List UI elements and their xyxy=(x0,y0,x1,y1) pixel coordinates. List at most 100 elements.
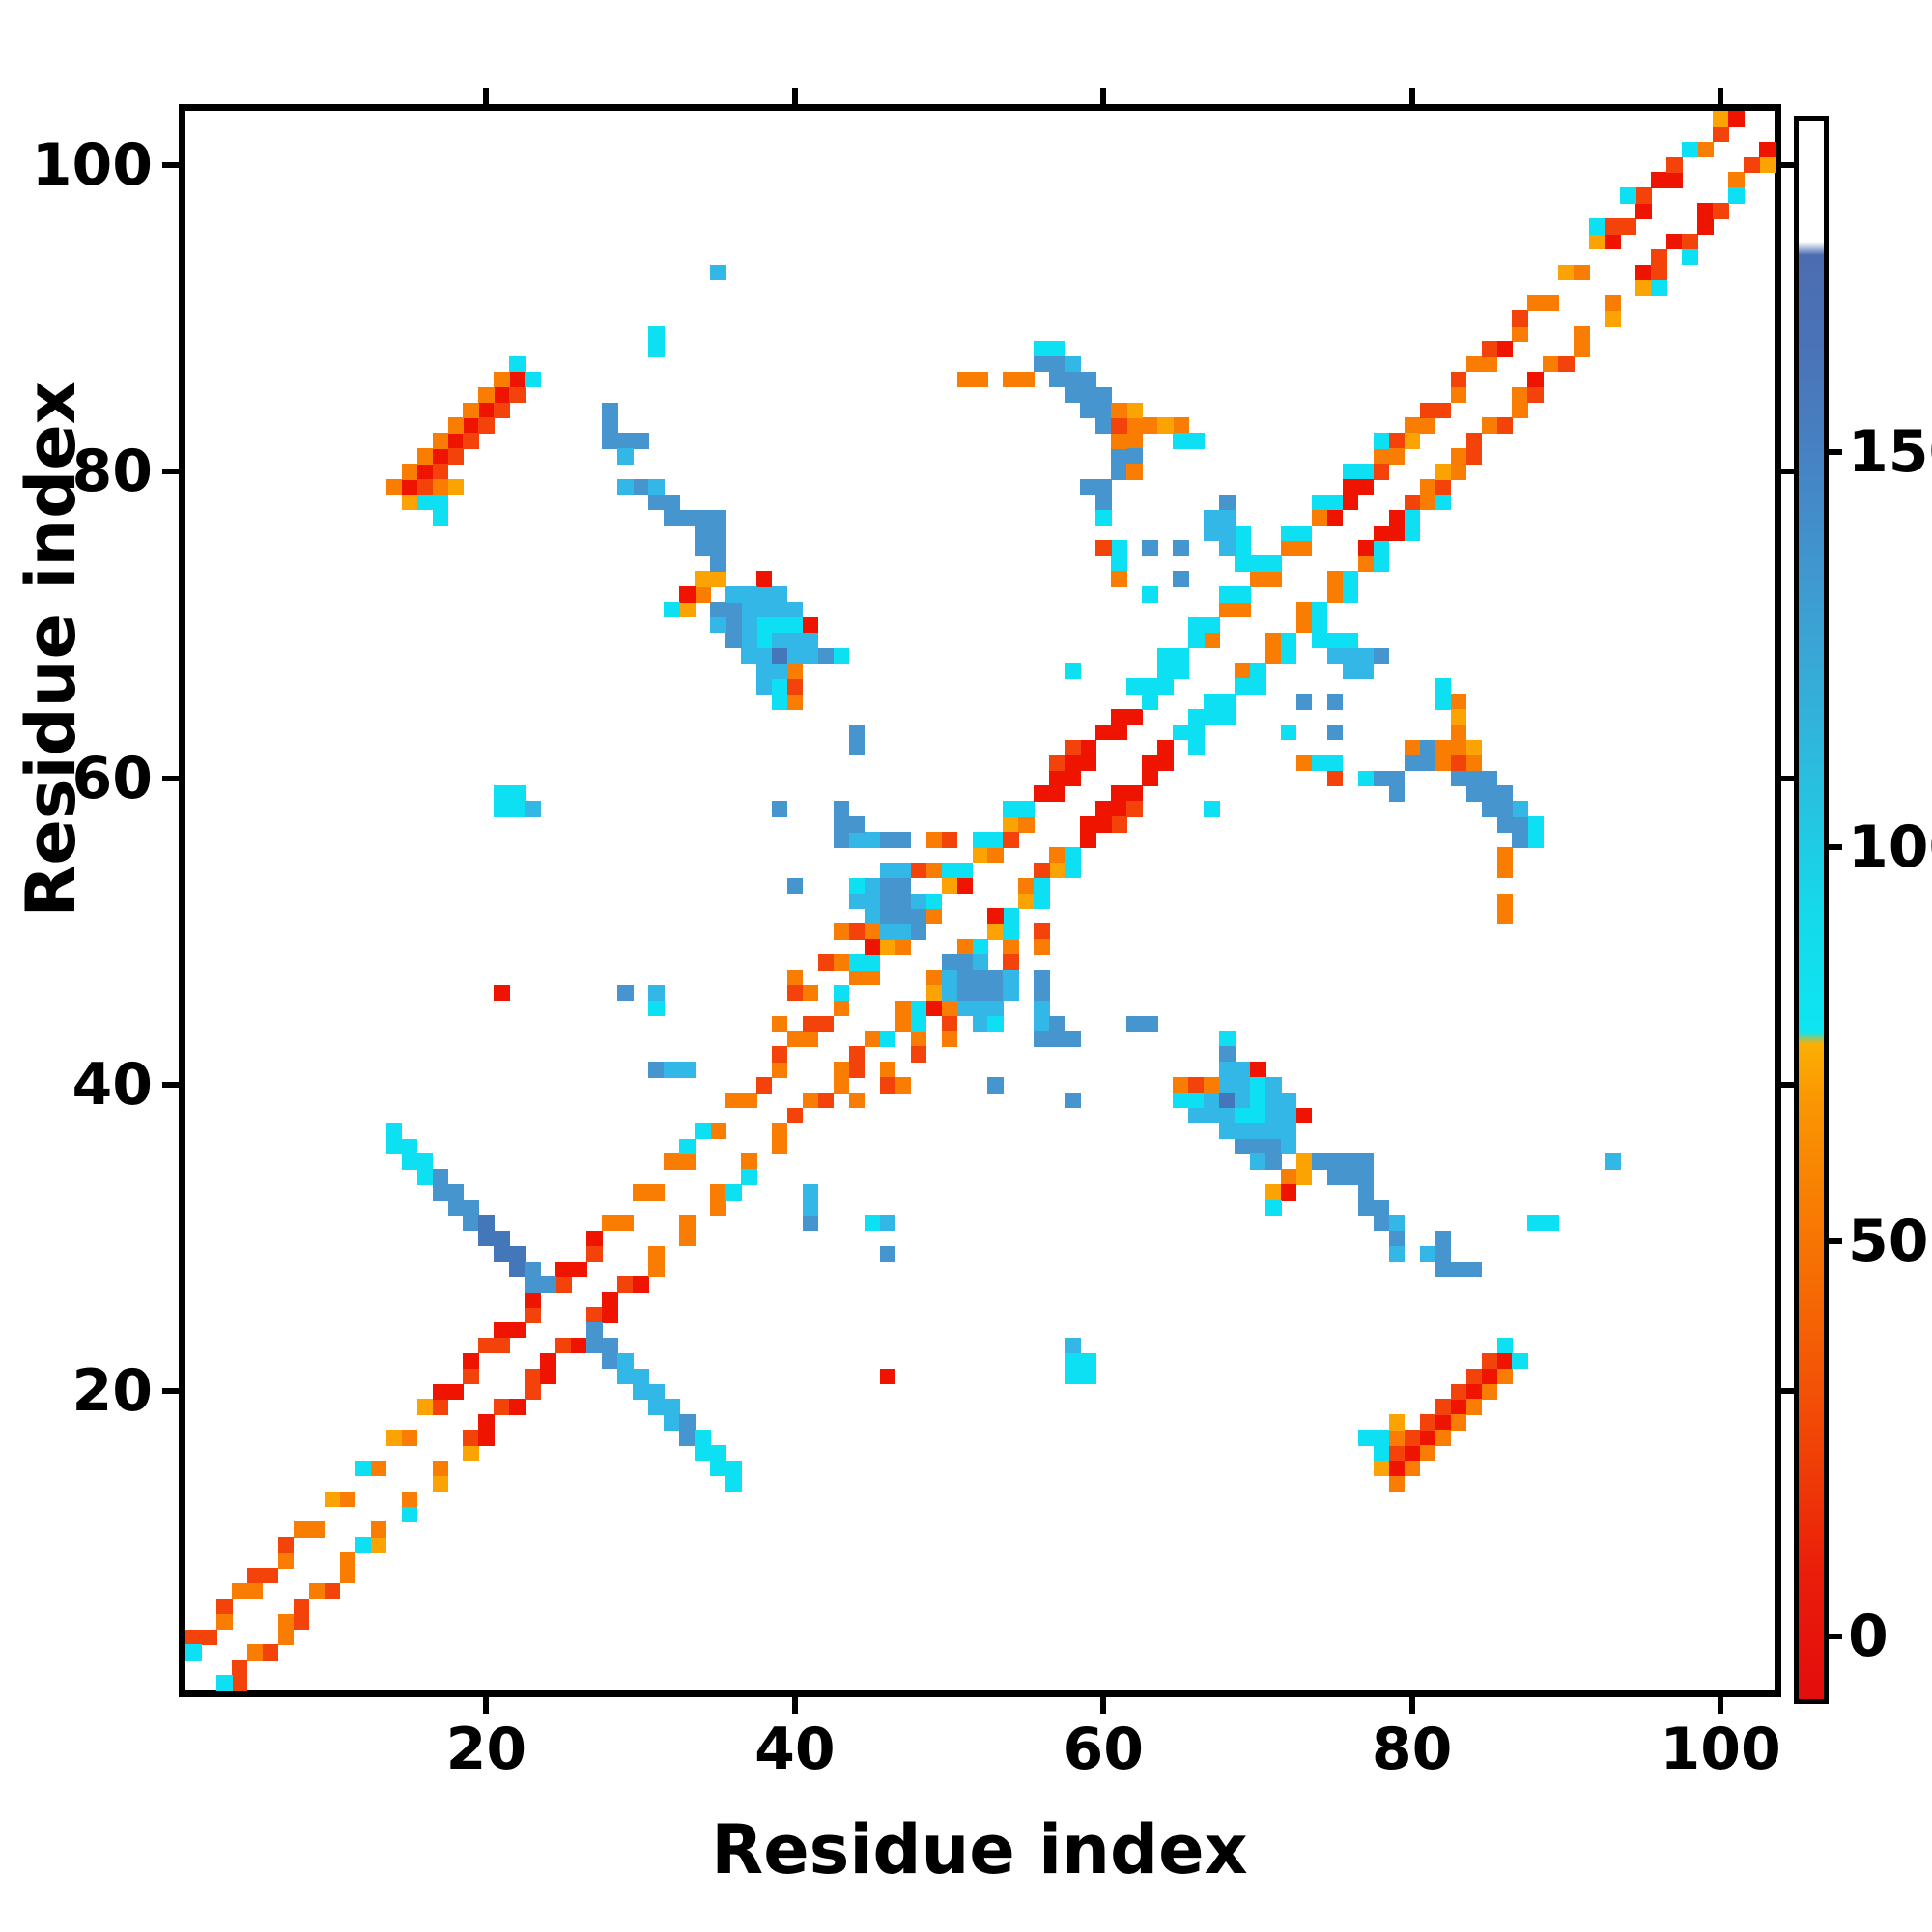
heatmap-cell xyxy=(1311,616,1328,634)
colorbar-tick-label: 0 xyxy=(1848,1602,1889,1670)
heatmap-cell xyxy=(987,1015,1005,1033)
heatmap-cell xyxy=(1264,555,1282,572)
heatmap-cell xyxy=(1605,1153,1621,1170)
heatmap-cell xyxy=(1388,509,1406,526)
heatmap-cell xyxy=(925,908,943,924)
heatmap-cell xyxy=(648,1184,665,1201)
heatmap-cell xyxy=(1481,417,1498,434)
heatmap-cell xyxy=(1496,1368,1514,1385)
heatmap-cell xyxy=(1264,1200,1282,1216)
heatmap-cell xyxy=(1635,187,1652,204)
heatmap-cell xyxy=(1311,509,1328,526)
heatmap-cell xyxy=(1034,969,1050,986)
heatmap-cell xyxy=(447,1200,465,1216)
colorbar-tick xyxy=(1829,843,1842,850)
heatmap-cell xyxy=(755,663,773,679)
heatmap-cell xyxy=(1173,724,1189,741)
heatmap-cell xyxy=(1235,525,1251,542)
heatmap-cell xyxy=(695,1445,711,1462)
heatmap-cell xyxy=(1219,586,1236,603)
heatmap-cell xyxy=(617,478,634,496)
heatmap-cell xyxy=(1342,494,1359,511)
heatmap-cell xyxy=(432,478,449,496)
heatmap-cell xyxy=(1235,540,1251,556)
heatmap-cell xyxy=(1527,386,1545,404)
heatmap-cell xyxy=(786,632,804,649)
heatmap-cell xyxy=(710,1445,726,1462)
heatmap-cell xyxy=(1157,754,1174,772)
heatmap-cell xyxy=(1111,801,1127,817)
heatmap-cell xyxy=(740,1153,757,1170)
heatmap-cell xyxy=(1373,1445,1390,1462)
heatmap-cell xyxy=(586,1230,603,1247)
heatmap-cell xyxy=(602,1292,618,1308)
heatmap-cell xyxy=(1249,1138,1266,1154)
heatmap-cell xyxy=(586,1307,603,1323)
axis-tick xyxy=(483,1697,490,1714)
heatmap-cell xyxy=(633,1184,649,1201)
heatmap-cell xyxy=(879,862,896,879)
heatmap-cell xyxy=(494,1245,510,1263)
heatmap-cell xyxy=(1235,601,1251,618)
heatmap-cell xyxy=(185,1629,202,1645)
heatmap-cell xyxy=(879,939,896,955)
heatmap-cell xyxy=(1249,1092,1266,1109)
heatmap-cell xyxy=(525,1276,541,1293)
heatmap-cell xyxy=(710,509,726,526)
heatmap-cell xyxy=(633,433,649,449)
axis-tick xyxy=(1781,161,1798,168)
heatmap-cell xyxy=(1311,1153,1328,1170)
heatmap-cell xyxy=(1435,739,1452,756)
heatmap-cell xyxy=(710,540,726,556)
heatmap-cell xyxy=(1512,326,1529,342)
heatmap-cell xyxy=(710,555,726,572)
heatmap-cell xyxy=(463,402,480,419)
heatmap-cell xyxy=(848,832,866,848)
heatmap-cell xyxy=(941,877,958,895)
heatmap-cell xyxy=(1126,678,1143,695)
heatmap-cell xyxy=(833,647,850,665)
heatmap-cell xyxy=(1496,908,1514,924)
heatmap-cell xyxy=(879,908,896,924)
axis-tick xyxy=(1781,775,1798,781)
heatmap-cell xyxy=(1635,203,1652,219)
heatmap-cell xyxy=(1295,754,1313,772)
heatmap-cell xyxy=(1235,1138,1251,1154)
heatmap-cell xyxy=(833,801,850,817)
heatmap-cell xyxy=(401,464,418,480)
heatmap-cell xyxy=(602,1352,618,1370)
heatmap-cell xyxy=(740,616,757,634)
heatmap-cell xyxy=(1126,709,1143,725)
heatmap-cell xyxy=(1728,111,1745,128)
heatmap-cell xyxy=(771,1046,788,1063)
heatmap-cell xyxy=(1759,141,1776,158)
heatmap-cell xyxy=(1682,248,1698,266)
heatmap-cell xyxy=(1481,785,1498,802)
heatmap-cell xyxy=(1373,555,1390,572)
heatmap-cell xyxy=(1219,1046,1236,1063)
heatmap-cell xyxy=(1204,525,1220,542)
heatmap-cell xyxy=(1697,203,1714,219)
heatmap-cell xyxy=(1728,187,1745,204)
heatmap-cell xyxy=(879,893,896,910)
heatmap-cell xyxy=(370,1460,387,1477)
heatmap-cell xyxy=(432,1169,449,1185)
heatmap-cell xyxy=(1373,448,1390,465)
heatmap-cell xyxy=(277,1613,295,1631)
heatmap-cell xyxy=(648,1245,665,1263)
heatmap-cell xyxy=(1280,724,1297,741)
heatmap-cell xyxy=(262,1644,279,1661)
heatmap-cell xyxy=(509,1245,526,1263)
heatmap-cell xyxy=(1188,616,1205,634)
heatmap-cell xyxy=(1188,632,1205,649)
heatmap-cell xyxy=(1003,816,1020,833)
heatmap-cell xyxy=(1373,1214,1390,1232)
heatmap-cell xyxy=(1496,341,1514,357)
heatmap-cell xyxy=(1173,1077,1189,1094)
heatmap-cell xyxy=(1142,586,1158,603)
heatmap-cell xyxy=(633,1383,649,1400)
heatmap-cell xyxy=(1249,1077,1266,1094)
heatmap-cell xyxy=(339,1491,356,1508)
heatmap-cell xyxy=(1280,1122,1297,1140)
heatmap-cell xyxy=(740,632,757,649)
